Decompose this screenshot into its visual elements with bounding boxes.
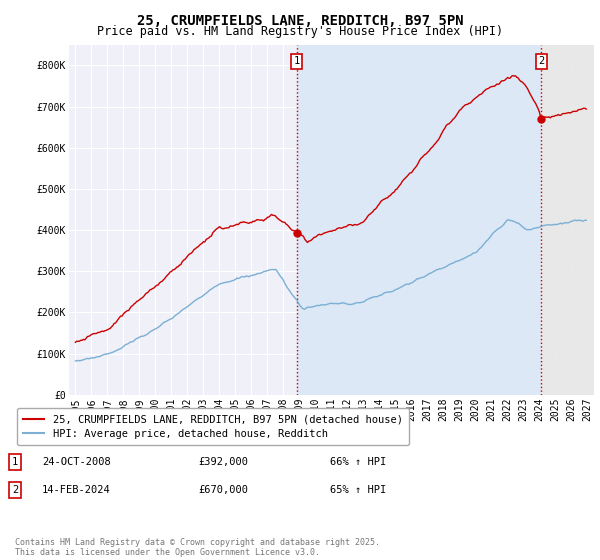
Text: 66% ↑ HPI: 66% ↑ HPI: [330, 457, 386, 467]
Text: 2: 2: [12, 485, 18, 495]
Text: 65% ↑ HPI: 65% ↑ HPI: [330, 485, 386, 495]
Bar: [296, 45, 541, 395]
Text: Contains HM Land Registry data © Crown copyright and database right 2025.
This d: Contains HM Land Registry data © Crown c…: [15, 538, 380, 557]
Text: 2: 2: [538, 56, 545, 66]
Text: £670,000: £670,000: [198, 485, 248, 495]
Text: 1: 1: [293, 56, 300, 66]
Text: £392,000: £392,000: [198, 457, 248, 467]
Text: 24-OCT-2008: 24-OCT-2008: [42, 457, 111, 467]
Text: Price paid vs. HM Land Registry's House Price Index (HPI): Price paid vs. HM Land Registry's House …: [97, 25, 503, 38]
Bar: [541, 45, 594, 395]
Legend: 25, CRUMPFIELDS LANE, REDDITCH, B97 5PN (detached house), HPI: Average price, de: 25, CRUMPFIELDS LANE, REDDITCH, B97 5PN …: [17, 408, 409, 445]
Text: 1: 1: [12, 457, 18, 467]
Text: 25, CRUMPFIELDS LANE, REDDITCH, B97 5PN: 25, CRUMPFIELDS LANE, REDDITCH, B97 5PN: [137, 14, 463, 28]
Text: 14-FEB-2024: 14-FEB-2024: [42, 485, 111, 495]
